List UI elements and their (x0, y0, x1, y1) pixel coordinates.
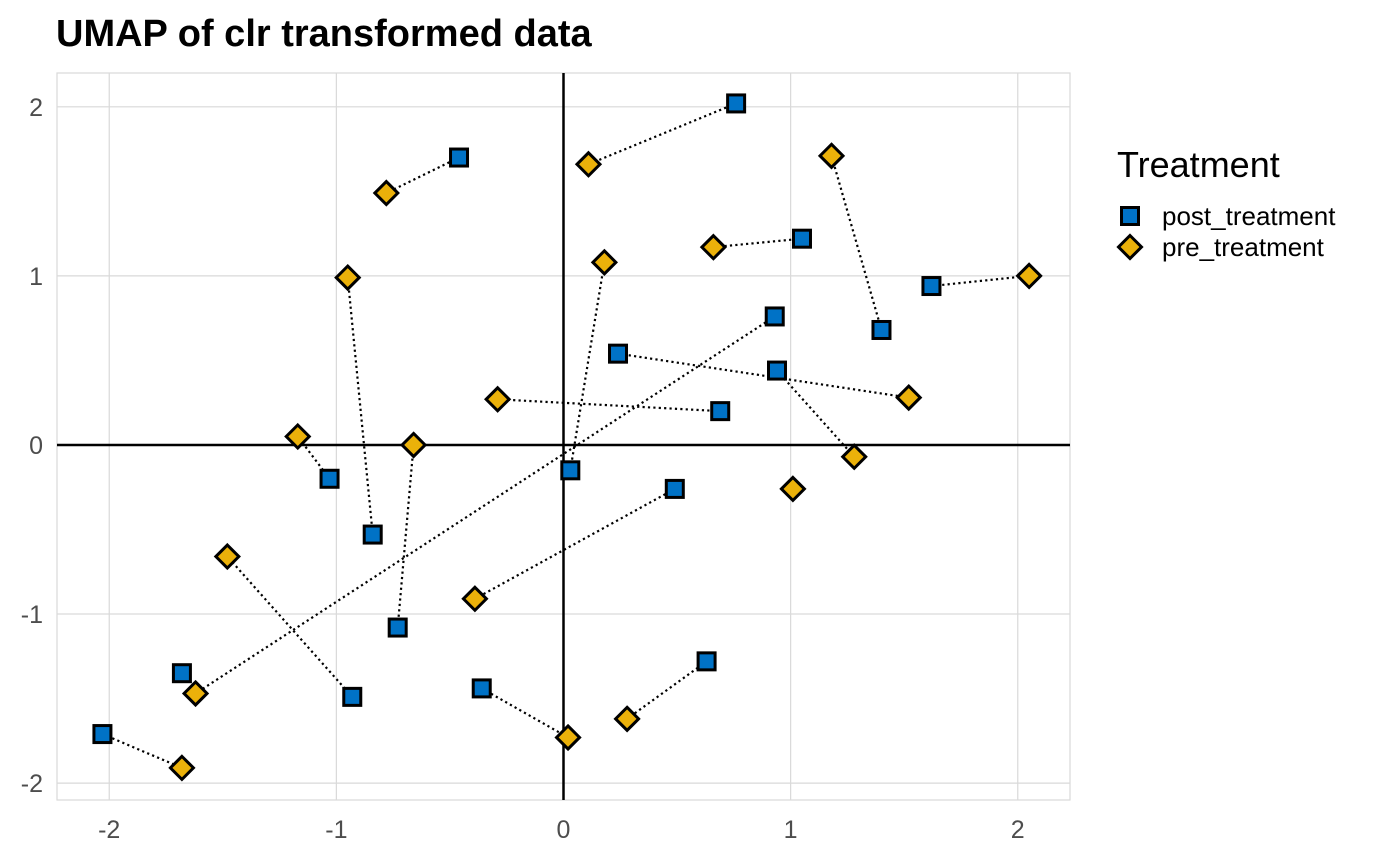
pre-treatment-point (613, 705, 641, 733)
post-treatment-point (362, 524, 383, 545)
pre-treatment-point (574, 150, 603, 178)
y-tick-label: 0 (29, 432, 43, 460)
pre-treatment-point (590, 248, 619, 276)
pair-line (474, 487, 676, 600)
pre-treatment-point (1015, 262, 1043, 290)
pair-line (588, 102, 737, 166)
post-treatment-point (171, 663, 192, 684)
pair-line (194, 315, 776, 695)
post-treatment-point (560, 460, 581, 481)
legend-title: Treatment (1117, 144, 1280, 185)
post-treatment-point (710, 401, 731, 422)
post-treatment-point (791, 228, 812, 249)
pre-treatment-point (334, 263, 362, 292)
post-treatment-point (608, 343, 629, 364)
x-tick-label: 2 (1011, 816, 1025, 844)
pair-line (713, 237, 803, 249)
y-tick-label: -1 (21, 601, 43, 629)
pre-treatment-point (461, 585, 489, 613)
pre-treatment-point (284, 422, 312, 451)
post-treatment-legend-label: post_treatment (1162, 201, 1336, 231)
pre-treatment-point (554, 723, 582, 752)
pre-treatment-point (213, 542, 241, 571)
pre-treatment-point (840, 443, 868, 471)
pair-line (396, 444, 415, 628)
pre-treatment-point (895, 383, 923, 412)
post-treatment-point (471, 678, 492, 699)
post-treatment-point (871, 319, 892, 340)
post-treatment-legend-key (1120, 206, 1140, 226)
post-treatment-point (726, 93, 747, 114)
pre-treatment-point (817, 142, 846, 170)
x-tick-label: -2 (98, 816, 120, 844)
x-tick-label: 1 (784, 816, 798, 844)
pre-treatment-legend-label: pre_treatment (1162, 232, 1325, 262)
y-tick-label: 1 (29, 263, 43, 291)
pre-treatment-legend-key (1116, 233, 1144, 261)
pair-line (226, 555, 354, 698)
pair-line (101, 733, 183, 769)
chart-title: UMAP of clr transformed data (56, 13, 592, 55)
x-tick-label: 0 (557, 816, 571, 844)
post-treatment-point (696, 651, 717, 672)
post-treatment-point (342, 686, 363, 707)
post-treatment-point (664, 478, 685, 499)
pair-line (481, 687, 569, 739)
x-tick-label: -1 (325, 816, 347, 844)
pre-treatment-point (181, 679, 210, 708)
pre-treatment-point (168, 754, 196, 782)
y-tick-label: -2 (21, 770, 43, 798)
pair-line (617, 352, 909, 399)
post-treatment-point (764, 306, 785, 327)
post-treatment-point (449, 147, 470, 168)
pre-treatment-point (779, 475, 807, 503)
pair-line (626, 660, 708, 720)
post-treatment-point (319, 468, 340, 489)
post-treatment-point (387, 617, 408, 638)
pre-treatment-point (484, 385, 512, 413)
axis-layer: -2 -1 0 1 2 -2 -1 0 1 2 (21, 73, 1070, 844)
pair-line (830, 155, 883, 331)
y-tick-label: 2 (29, 94, 43, 122)
pair-line (931, 274, 1030, 288)
pre-treatment-point (699, 233, 728, 261)
pair-line (569, 262, 606, 471)
pair-lines (101, 102, 1030, 769)
pair-line (497, 398, 721, 413)
pair-line (385, 156, 460, 195)
pre-treatment-point (399, 431, 428, 459)
pair-line (346, 277, 374, 535)
post-treatment-point (921, 276, 942, 297)
data-points (92, 93, 1043, 782)
pre-treatment-point (372, 179, 400, 207)
post-treatment-point (92, 724, 113, 745)
post-treatment-point (767, 360, 788, 381)
